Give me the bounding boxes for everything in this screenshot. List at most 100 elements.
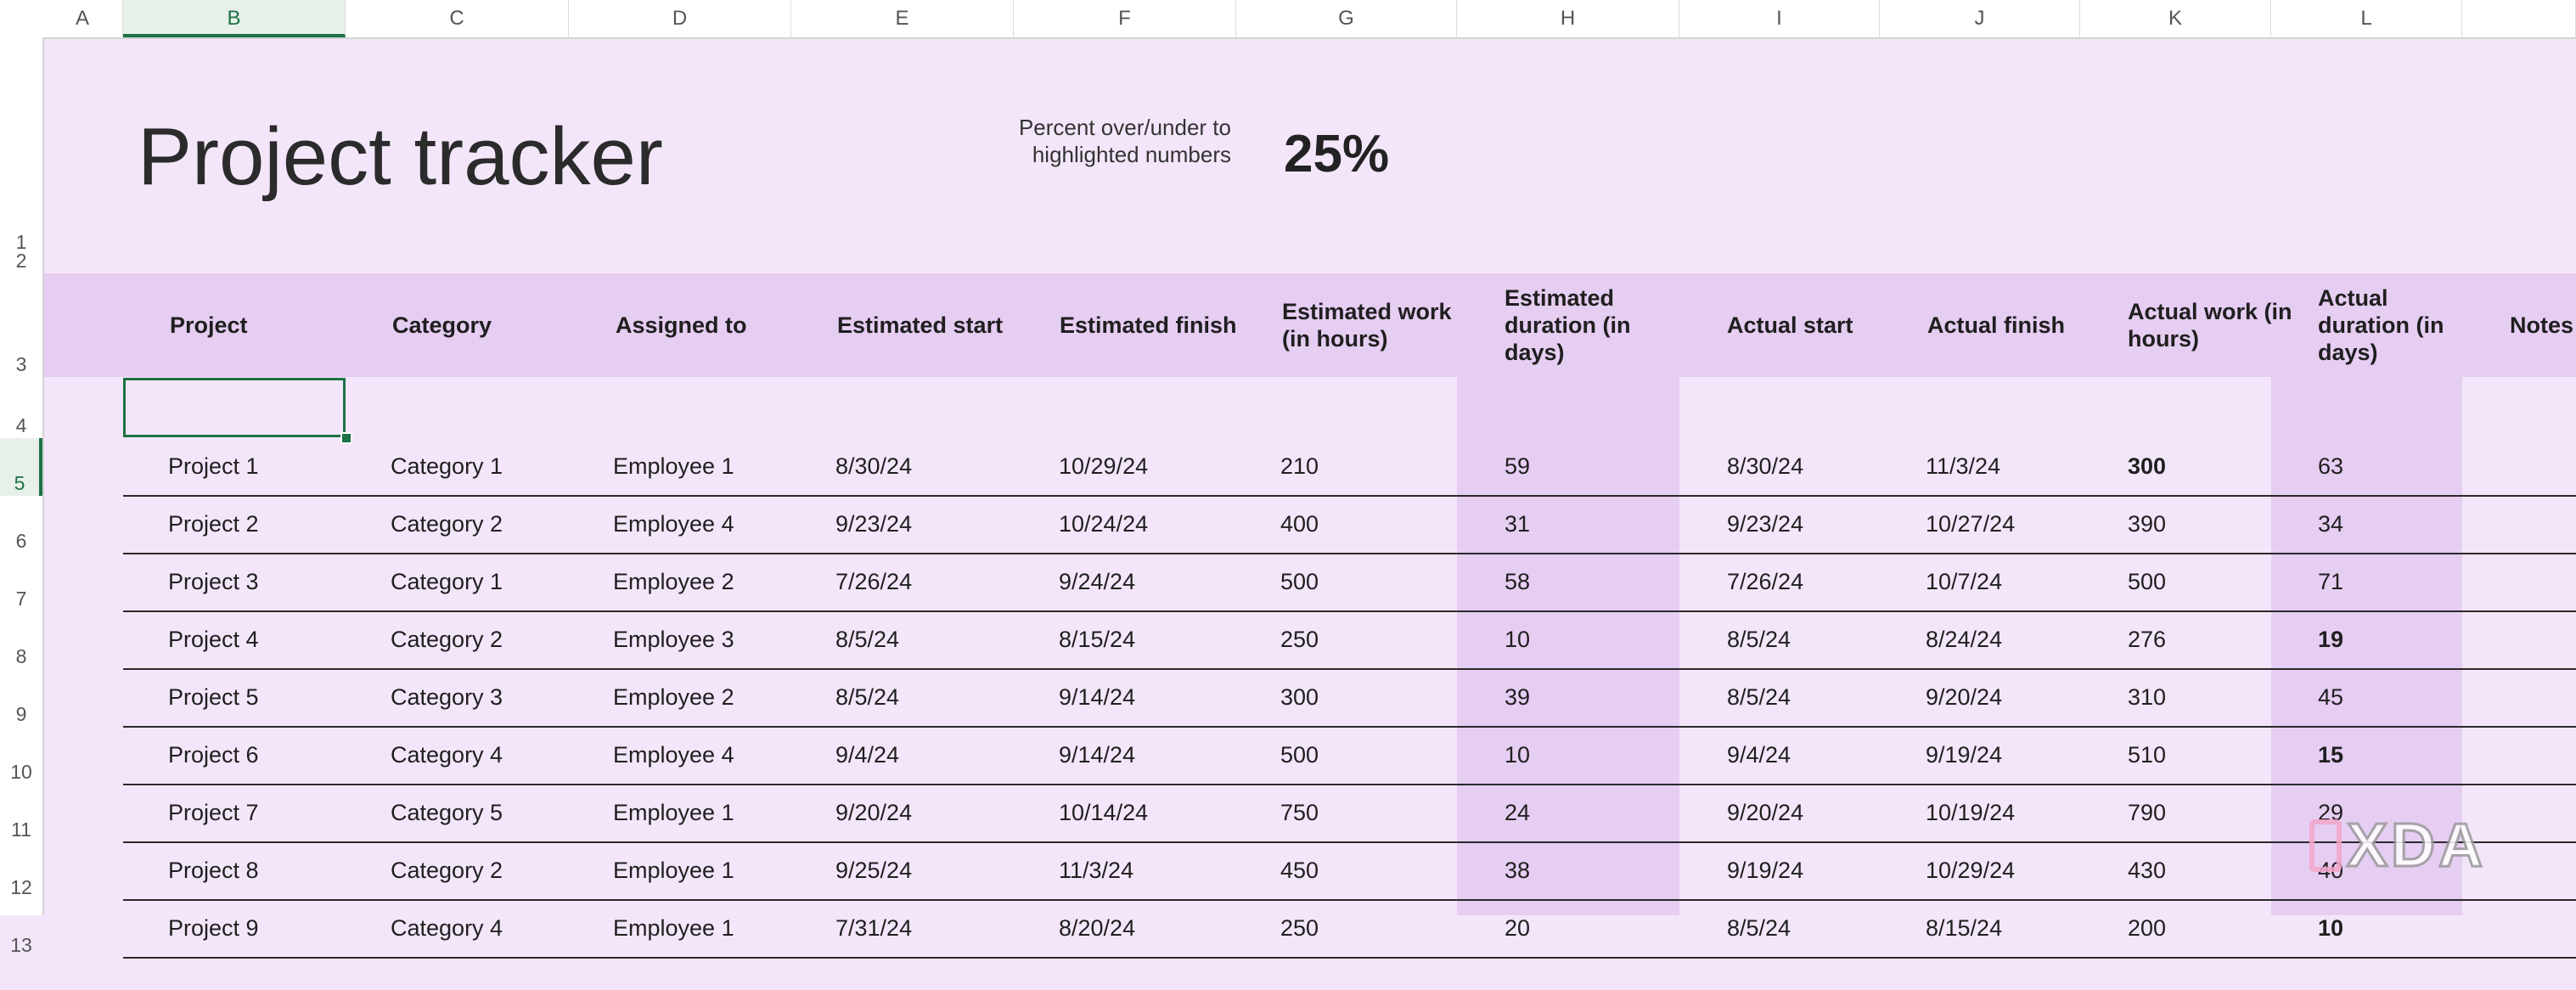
column-title-project[interactable]: Project [170, 312, 248, 338]
cell-est-start[interactable]: 8/5/24 [835, 684, 900, 710]
cell-assigned[interactable]: Employee 2 [613, 684, 734, 710]
cell-act-work[interactable]: 430 [2128, 858, 2167, 883]
cell-est-start[interactable]: 8/5/24 [835, 627, 900, 652]
cell-assigned[interactable]: Employee 4 [613, 511, 734, 537]
cell-est-work[interactable]: 450 [1280, 858, 1319, 883]
cell-est-finish[interactable]: 9/14/24 [1059, 684, 1136, 710]
cell-category[interactable]: Category 3 [391, 684, 503, 710]
row-header-6[interactable]: 6 [15, 530, 27, 552]
cell-est-work[interactable]: 500 [1280, 742, 1319, 768]
cell-project[interactable]: Project 8 [168, 858, 259, 883]
cell-act-duration[interactable]: 19 [2318, 627, 2344, 652]
column-title-category[interactable]: Category [392, 312, 492, 338]
cell-est-start[interactable]: 9/23/24 [835, 511, 913, 537]
cell-act-duration[interactable]: 10 [2318, 915, 2344, 941]
column-header-b[interactable]: B [123, 0, 346, 37]
column-header-j[interactable]: J [1880, 0, 2080, 37]
cell-est-start[interactable]: 9/25/24 [835, 858, 913, 883]
cell-est-work[interactable]: 210 [1280, 453, 1319, 479]
cell-project[interactable]: Project 7 [168, 800, 259, 825]
cell-est-start[interactable]: 7/31/24 [835, 915, 913, 941]
cell-assigned[interactable]: Employee 1 [613, 915, 734, 941]
row-header-5[interactable]: 5 [0, 438, 42, 496]
cell-est-start[interactable]: 8/30/24 [835, 453, 913, 479]
cell-est-finish[interactable]: 10/29/24 [1059, 453, 1149, 479]
row-header-8[interactable]: 8 [15, 645, 27, 667]
cell-act-finish[interactable]: 10/19/24 [1926, 800, 2016, 825]
cell-act-duration[interactable]: 71 [2318, 569, 2344, 594]
cell-act-finish[interactable]: 8/15/24 [1926, 915, 2003, 941]
row-header-2[interactable]: 2 [15, 250, 27, 272]
column-title-act-start[interactable]: Actual start [1727, 312, 1853, 338]
cell-act-finish[interactable]: 10/29/24 [1926, 858, 2016, 883]
cell-est-finish[interactable]: 8/20/24 [1059, 915, 1136, 941]
cell-est-work[interactable]: 400 [1280, 511, 1319, 537]
cell-assigned[interactable]: Employee 3 [613, 627, 734, 652]
cell-act-duration[interactable]: 45 [2318, 684, 2344, 710]
cell-est-work[interactable]: 250 [1280, 627, 1319, 652]
column-header-f[interactable]: F [1014, 0, 1236, 37]
cell-act-finish[interactable]: 10/27/24 [1926, 511, 2016, 537]
cell-act-duration[interactable]: 63 [2318, 453, 2344, 479]
column-title-act-duration[interactable]: Actual duration (in days) [2318, 285, 2444, 365]
cell-act-start[interactable]: 9/4/24 [1727, 742, 1791, 768]
cell-act-start[interactable]: 8/30/24 [1727, 453, 1804, 479]
cell-est-finish[interactable]: 8/15/24 [1059, 627, 1136, 652]
percent-label[interactable]: Percent over/under to highlighted number… [1018, 115, 1231, 167]
column-header-g[interactable]: G [1236, 0, 1457, 37]
cell-act-work[interactable]: 390 [2128, 511, 2167, 537]
column-header-d[interactable]: D [569, 0, 791, 37]
cell-category[interactable]: Category 2 [391, 858, 503, 883]
percent-value[interactable]: 25% [1284, 125, 1390, 183]
row-header-12[interactable]: 12 [10, 876, 32, 898]
row-header-11[interactable]: 11 [11, 818, 31, 841]
cell-project[interactable]: Project 9 [168, 915, 259, 941]
row-header-13[interactable]: 13 [10, 934, 32, 956]
cell-category[interactable]: Category 4 [391, 742, 503, 768]
cell-act-finish[interactable]: 9/19/24 [1926, 742, 2003, 768]
cell-act-finish[interactable]: 8/24/24 [1926, 627, 2003, 652]
cell-project[interactable]: Project 6 [168, 742, 259, 768]
cell-est-work[interactable]: 750 [1280, 800, 1319, 825]
sheet-title[interactable]: Project tracker [138, 111, 663, 202]
column-title-act-work[interactable]: Actual work (in hours) [2128, 299, 2292, 352]
cell-est-duration[interactable]: 39 [1505, 684, 1531, 710]
cell-assigned[interactable]: Employee 2 [613, 569, 734, 594]
cell-assigned[interactable]: Employee 4 [613, 742, 734, 768]
column-header-i[interactable]: I [1679, 0, 1880, 37]
cell-act-duration[interactable]: 15 [2318, 742, 2344, 768]
cell-act-start[interactable]: 8/5/24 [1727, 627, 1791, 652]
row-header-3[interactable]: 3 [15, 353, 27, 375]
column-title-est-finish[interactable]: Estimated finish [1060, 312, 1237, 338]
column-header-m[interactable] [2462, 0, 2576, 37]
cell-act-start[interactable]: 7/26/24 [1727, 569, 1804, 594]
cell-est-finish[interactable]: 10/24/24 [1059, 511, 1149, 537]
cell-est-finish[interactable]: 10/14/24 [1059, 800, 1149, 825]
cell-category[interactable]: Category 2 [391, 511, 503, 537]
fill-handle[interactable] [340, 432, 352, 444]
cell-est-duration[interactable]: 58 [1505, 569, 1531, 594]
cell-act-finish[interactable]: 9/20/24 [1926, 684, 2003, 710]
cell-est-work[interactable]: 250 [1280, 915, 1319, 941]
cell-category[interactable]: Category 5 [391, 800, 503, 825]
cell-project[interactable]: Project 1 [168, 453, 259, 479]
cell-category[interactable]: Category 1 [391, 569, 503, 594]
cell-est-start[interactable]: 7/26/24 [835, 569, 913, 594]
row-header-9[interactable]: 9 [15, 703, 27, 725]
column-title-assigned[interactable]: Assigned to [616, 312, 747, 338]
cell-act-work[interactable]: 790 [2128, 800, 2167, 825]
cell-project[interactable]: Project 3 [168, 569, 259, 594]
cell-act-duration[interactable]: 34 [2318, 511, 2344, 537]
cell-act-work[interactable]: 300 [2128, 453, 2167, 479]
cell-category[interactable]: Category 1 [391, 453, 503, 479]
column-title-act-finish[interactable]: Actual finish [1927, 312, 2066, 338]
cell-category[interactable]: Category 4 [391, 915, 503, 941]
cell-assigned[interactable]: Employee 1 [613, 858, 734, 883]
cell-act-start[interactable]: 9/19/24 [1727, 858, 1804, 883]
cell-est-start[interactable]: 9/4/24 [835, 742, 900, 768]
cell-project[interactable]: Project 2 [168, 511, 259, 537]
column-header-k[interactable]: K [2080, 0, 2271, 37]
column-title-est-work[interactable]: Estimated work (in hours) [1282, 299, 1452, 352]
cell-est-duration[interactable]: 59 [1505, 453, 1531, 479]
column-header-c[interactable]: C [346, 0, 569, 37]
